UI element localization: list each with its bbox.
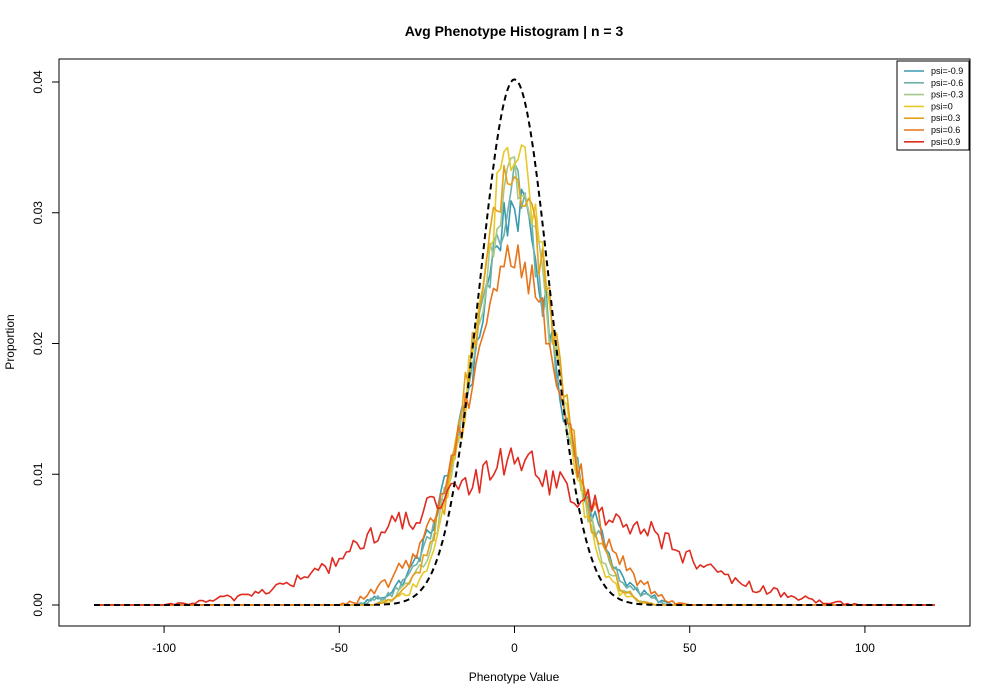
x-tick-label: -100 xyxy=(152,641,176,655)
x-tick-label: -50 xyxy=(331,641,349,655)
legend-label: psi=0.9 xyxy=(931,137,960,147)
y-tick-label: 0.02 xyxy=(31,331,45,355)
legend-label: psi=0 xyxy=(931,101,953,111)
series-line xyxy=(94,447,935,606)
series-line xyxy=(94,188,935,606)
series-line xyxy=(94,244,935,606)
y-tick-label: 0.00 xyxy=(31,593,45,617)
x-tick-label: 100 xyxy=(855,641,875,655)
legend-label: psi=-0.6 xyxy=(931,78,963,88)
y-tick-label: 0.03 xyxy=(31,201,45,225)
y-axis: 0.00 0.01 0.02 0.03 0.04 xyxy=(31,70,59,617)
x-axis-label: Phenotype Value xyxy=(469,670,560,684)
series-line xyxy=(94,164,935,606)
x-tick-label: 0 xyxy=(511,641,518,655)
plot-frame xyxy=(58,58,971,627)
x-axis: -100 -50 0 50 100 xyxy=(152,626,875,655)
y-axis-label: Proportion xyxy=(3,314,17,369)
reference-normal-curve xyxy=(94,78,935,606)
series-line xyxy=(94,156,935,606)
legend-label: psi=-0.9 xyxy=(931,66,963,76)
y-tick-label: 0.04 xyxy=(31,70,45,94)
series-line xyxy=(94,162,935,606)
legend-label: psi=-0.3 xyxy=(931,90,963,100)
legend-label: psi=0.6 xyxy=(931,125,960,135)
legend-box xyxy=(896,60,970,151)
chart-title: Avg Phenotype Histogram | n = 3 xyxy=(405,23,624,39)
y-tick-label: 0.01 xyxy=(31,462,45,486)
x-tick-label: 50 xyxy=(683,641,697,655)
legend-label: psi=0.3 xyxy=(931,113,960,123)
series-layer xyxy=(94,78,935,606)
